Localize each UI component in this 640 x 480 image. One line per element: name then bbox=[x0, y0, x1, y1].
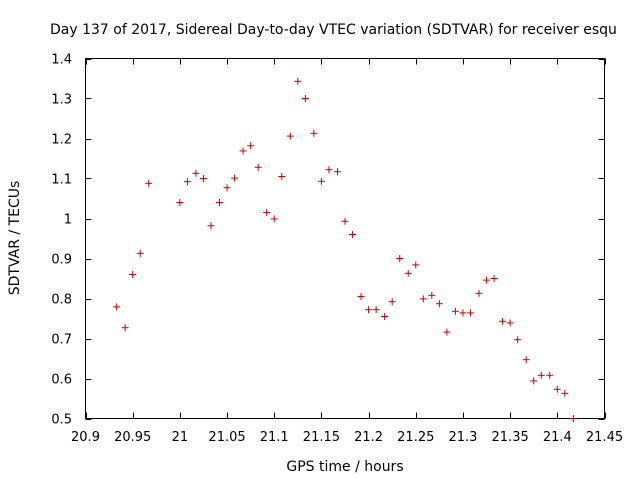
x-tick-label: 21.45 bbox=[586, 430, 623, 445]
data-point bbox=[129, 271, 137, 278]
y-tick-label: 1.1 bbox=[51, 173, 72, 188]
data-point bbox=[317, 177, 325, 185]
data-point bbox=[357, 293, 365, 300]
data-point bbox=[254, 163, 262, 171]
data-point bbox=[145, 179, 153, 187]
data-point bbox=[506, 319, 514, 327]
data-point bbox=[239, 147, 247, 155]
data-point bbox=[286, 132, 294, 140]
data-point bbox=[459, 309, 467, 317]
data-point bbox=[176, 199, 184, 206]
data-point bbox=[546, 371, 554, 379]
x-tick-label: 21.25 bbox=[397, 430, 434, 445]
data-point bbox=[522, 356, 530, 364]
x-axis-label: GPS time / hours bbox=[286, 459, 403, 475]
y-tick-label: 0.7 bbox=[51, 333, 72, 348]
data-point bbox=[561, 389, 569, 397]
data-point bbox=[199, 175, 207, 182]
x-tick-label: 20.9 bbox=[71, 430, 100, 445]
data-point bbox=[294, 77, 302, 85]
data-point bbox=[263, 209, 271, 216]
data-point bbox=[365, 306, 373, 314]
y-tick-label: 1 bbox=[64, 213, 72, 228]
data-point bbox=[270, 215, 278, 223]
data-point bbox=[475, 289, 483, 297]
chart-title: Day 137 of 2017, Sidereal Day-to-day VTE… bbox=[50, 22, 617, 38]
data-point bbox=[412, 261, 420, 269]
data-point bbox=[490, 275, 498, 282]
y-tick-label: 1.2 bbox=[51, 133, 72, 148]
data-point bbox=[136, 249, 144, 257]
data-point bbox=[121, 324, 129, 332]
data-point bbox=[192, 169, 200, 177]
data-point bbox=[388, 298, 396, 306]
data-point bbox=[301, 95, 309, 102]
y-tick-label: 0.8 bbox=[51, 293, 72, 308]
data-point bbox=[341, 217, 349, 225]
x-tick-label: 21.1 bbox=[260, 430, 289, 445]
data-point bbox=[247, 142, 255, 150]
y-tick-label: 0.9 bbox=[51, 253, 72, 268]
data-point bbox=[381, 313, 389, 320]
data-point bbox=[396, 255, 404, 262]
data-point bbox=[404, 269, 412, 277]
data-point bbox=[467, 309, 475, 317]
axis-ticks bbox=[85, 58, 606, 420]
data-point bbox=[483, 276, 491, 284]
data-point bbox=[537, 371, 545, 379]
y-axis-label: SDTVAR / TECUs bbox=[7, 181, 23, 296]
data-point bbox=[278, 173, 286, 180]
data-point bbox=[113, 303, 121, 311]
data-point bbox=[325, 166, 333, 174]
x-tick-label: 21.3 bbox=[448, 430, 477, 445]
data-point bbox=[514, 336, 522, 344]
y-tick-label: 0.5 bbox=[51, 413, 72, 428]
x-tick-label: 21.05 bbox=[208, 430, 245, 445]
data-point bbox=[372, 306, 380, 314]
data-series-sdtvar bbox=[113, 77, 577, 422]
data-point bbox=[310, 129, 318, 137]
data-point bbox=[223, 184, 231, 192]
x-axis-tick-labels: 20.9 20.95 21 21.05 21.1 21.15 21.2 21.25 21.3 21… bbox=[71, 430, 623, 445]
x-tick-label: 21.15 bbox=[303, 430, 340, 445]
y-tick-label: 0.6 bbox=[51, 373, 72, 388]
y-axis-tick-labels: 0.5 0.6 0.7 0.8 0.9 1 1.1 1.2 1.3 1.4 bbox=[51, 53, 72, 428]
y-tick-label: 1.4 bbox=[51, 53, 72, 68]
data-point bbox=[231, 174, 239, 182]
data-point bbox=[553, 385, 561, 393]
data-point bbox=[451, 307, 459, 315]
data-point bbox=[530, 377, 538, 385]
x-tick-label: 21.4 bbox=[543, 430, 572, 445]
x-tick-label: 21.35 bbox=[492, 430, 529, 445]
data-point bbox=[207, 222, 215, 230]
x-tick-label: 21 bbox=[172, 430, 189, 445]
data-point bbox=[183, 178, 191, 186]
data-point bbox=[443, 328, 451, 336]
data-point bbox=[499, 317, 507, 325]
data-point bbox=[569, 415, 577, 422]
data-point bbox=[428, 291, 436, 299]
data-point bbox=[215, 199, 223, 206]
data-point bbox=[435, 300, 443, 308]
data-point bbox=[349, 231, 357, 238]
y-tick-label: 1.3 bbox=[51, 93, 72, 108]
data-point bbox=[419, 295, 427, 303]
x-tick-label: 20.95 bbox=[114, 430, 151, 445]
x-tick-label: 21.2 bbox=[354, 430, 383, 445]
plot-area-frame bbox=[85, 58, 605, 419]
data-point bbox=[333, 168, 341, 176]
